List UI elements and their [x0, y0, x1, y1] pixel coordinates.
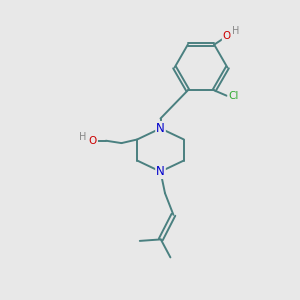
- Text: Cl: Cl: [228, 91, 239, 101]
- Text: H: H: [232, 26, 239, 36]
- Text: O: O: [223, 31, 231, 41]
- Text: N: N: [156, 165, 165, 178]
- Text: O: O: [89, 136, 97, 146]
- Text: H: H: [80, 132, 87, 142]
- Text: N: N: [156, 122, 165, 135]
